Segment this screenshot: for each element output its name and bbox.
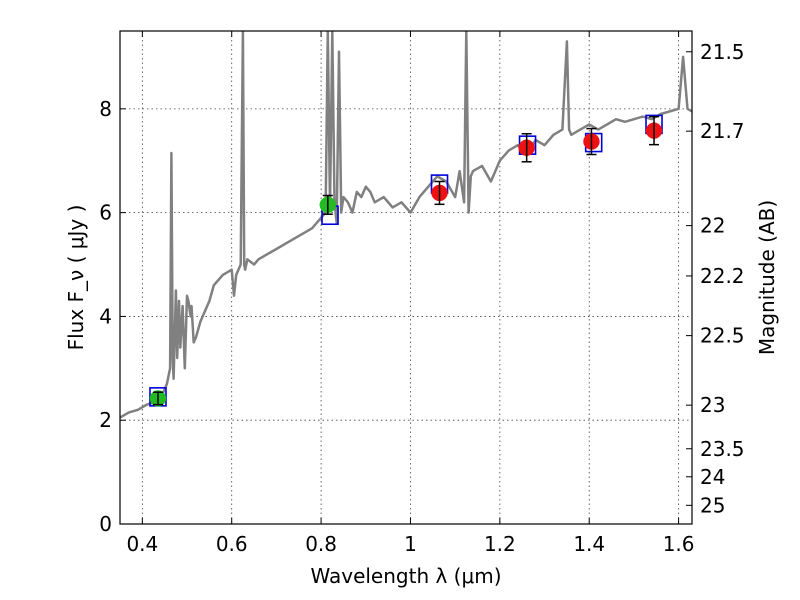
- y-axis-right-label: Magnitude (AB): [755, 200, 779, 355]
- x-tick-label: 1.2: [484, 532, 516, 556]
- error-bar: [521, 133, 532, 163]
- y-tick-label: 8: [99, 97, 112, 121]
- spectrum-line: [120, 31, 692, 419]
- plot-frame: [119, 30, 693, 525]
- right-tick-label: 22: [700, 214, 725, 238]
- error-bar: [152, 391, 163, 406]
- right-tick-label: 23: [700, 393, 725, 417]
- x-tick-label: 1.6: [663, 532, 695, 556]
- y-tick-label: 2: [99, 408, 112, 432]
- right-tick-label: 22.5: [700, 324, 745, 348]
- x-axis-label: Wavelength λ (μm): [310, 564, 501, 588]
- right-tick-label: 23.5: [700, 437, 745, 461]
- right-tick-label: 21.5: [700, 40, 745, 64]
- ticks-layer: 0.4 0.6 0.8 1 1.2 1.4 1.60246821.521.72222.222…: [99, 31, 745, 556]
- data-points-layer: [149, 114, 663, 407]
- y-axis-label: Flux F_ν ( μJy ): [64, 205, 88, 351]
- y-tick-label: 0: [99, 512, 112, 536]
- error-bar: [586, 127, 597, 156]
- y-tick-label: 6: [99, 201, 112, 225]
- right-tick-label: 24: [700, 465, 725, 489]
- right-tick-label: 21.7: [700, 119, 745, 143]
- spectrum-layer: [120, 31, 692, 419]
- x-tick-label: 1: [404, 532, 417, 556]
- right-tick-label: 25: [700, 493, 725, 517]
- error-bar: [434, 180, 445, 206]
- x-tick-label: 1.4: [573, 532, 605, 556]
- x-tick-label: 0.4: [126, 532, 158, 556]
- error-bar: [649, 115, 660, 146]
- x-tick-label: 0.8: [305, 532, 337, 556]
- error-bar: [322, 194, 333, 215]
- y-tick-label: 4: [99, 304, 112, 328]
- right-tick-label: 22.2: [700, 264, 745, 288]
- grid-lines: [120, 31, 692, 524]
- x-tick-label: 0.6: [216, 532, 248, 556]
